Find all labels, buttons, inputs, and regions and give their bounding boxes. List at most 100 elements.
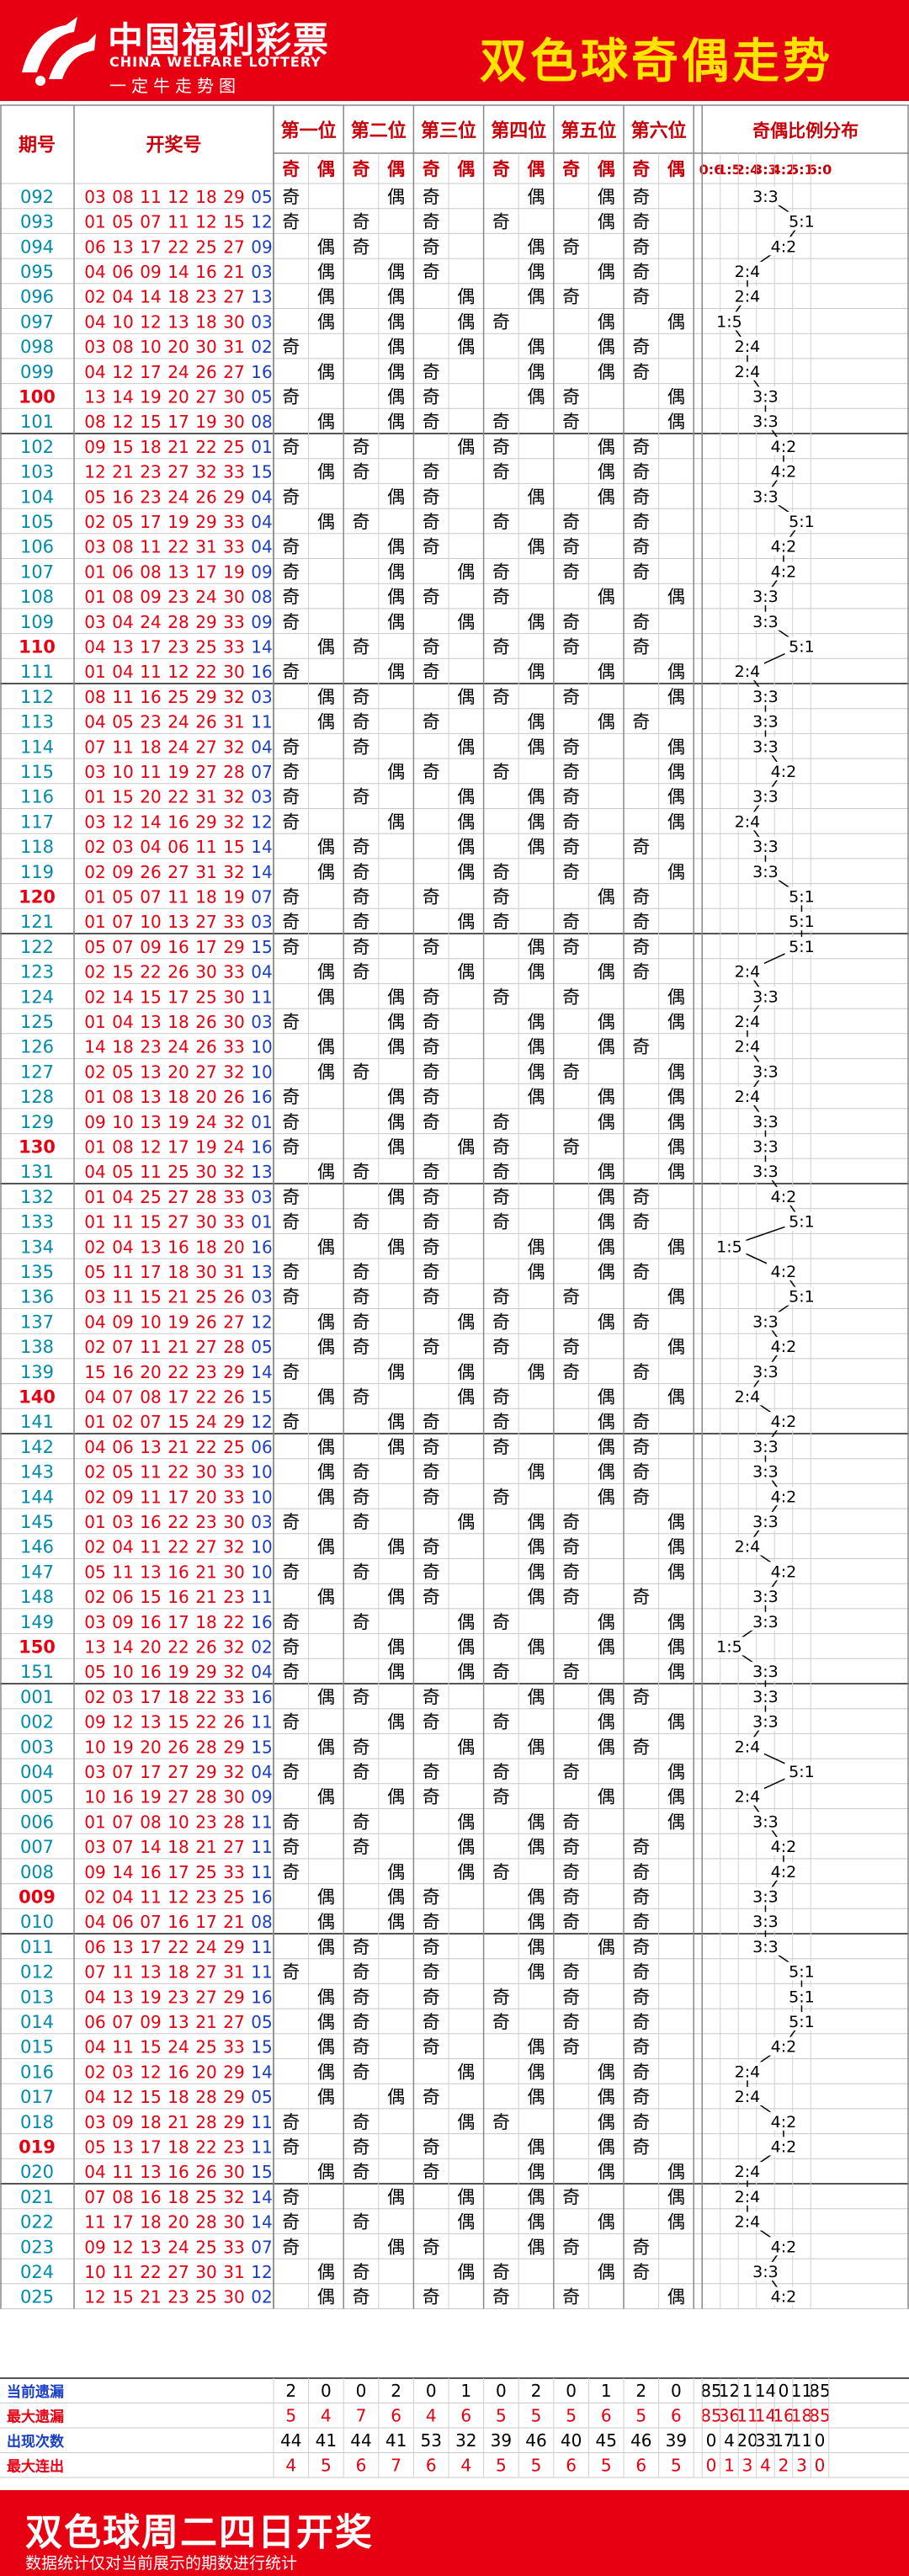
odd-even-mark: 奇 (423, 1037, 440, 1057)
ratio-data-label: 3:3 (752, 1312, 779, 1331)
red-ball-number: 01 (84, 1512, 105, 1532)
blue-ball-number: 09 (251, 562, 272, 582)
ratio-data-label: 4:2 (771, 562, 797, 581)
odd-even-mark: 奇 (562, 1887, 580, 1907)
odd-even-mark: 偶 (387, 187, 405, 207)
odd-subheader: 奇 (632, 159, 650, 179)
odd-even-mark: 奇 (632, 1862, 650, 1882)
red-ball-number: 11 (195, 837, 216, 857)
odd-even-mark: 偶 (667, 2212, 685, 2233)
ratio-label-bg (784, 886, 819, 906)
red-ball-number: 24 (223, 1136, 244, 1157)
stats-value: 0 (706, 2430, 717, 2451)
odd-even-mark: 偶 (528, 1687, 545, 1707)
red-ball-number: 01 (84, 1212, 105, 1232)
red-ball-number: 05 (84, 2137, 105, 2157)
odd-even-mark: 奇 (423, 587, 440, 607)
red-ball-number: 08 (140, 562, 161, 582)
odd-even-mark: 奇 (353, 862, 370, 882)
red-ball-number: 33 (223, 1687, 244, 1707)
stats-value: 41 (385, 2430, 407, 2451)
ratio-data-label: 3:3 (752, 188, 779, 206)
ratio-label-bg (730, 1737, 764, 1756)
blue-ball-number: 13 (251, 1262, 272, 1282)
red-ball-number: 02 (84, 2062, 105, 2082)
odd-even-mark: 偶 (387, 2087, 405, 2107)
blue-ball-number: 03 (251, 912, 272, 932)
odd-even-mark: 偶 (598, 2112, 615, 2132)
odd-even-mark: 偶 (667, 812, 685, 832)
ratio-label-bg (766, 2286, 800, 2306)
red-ball-number: 22 (195, 1712, 216, 1732)
odd-even-mark: 偶 (598, 1037, 615, 1057)
ratio-data-label: 5:1 (789, 213, 815, 232)
red-ball-number: 16 (112, 487, 133, 507)
odd-even-mark: 奇 (632, 962, 650, 982)
red-ball-number: 11 (112, 1562, 133, 1582)
issue-number: 025 (20, 2287, 54, 2307)
red-ball-number: 18 (195, 886, 216, 907)
red-ball-number: 31 (195, 537, 216, 557)
red-ball-number: 20 (167, 386, 189, 407)
red-ball-number: 17 (140, 636, 161, 657)
ratio-subheader: 0:6 (699, 162, 724, 178)
odd-even-mark: 奇 (492, 1112, 510, 1132)
odd-even-mark: 奇 (423, 1462, 440, 1482)
stats-row-label: 出现次数 (7, 2433, 65, 2451)
odd-even-mark: 奇 (492, 1762, 510, 1782)
odd-even-mark: 奇 (353, 1837, 370, 1857)
odd-even-mark: 偶 (387, 1587, 405, 1607)
odd-even-mark: 奇 (492, 912, 510, 932)
red-ball-number: 04 (84, 1437, 105, 1457)
odd-even-mark: 偶 (598, 1437, 615, 1457)
red-ball-number: 05 (84, 1662, 105, 1682)
odd-even-mark: 奇 (282, 812, 300, 832)
ratio-data-label: 2:4 (735, 1738, 761, 1756)
red-ball-number: 05 (112, 712, 133, 732)
footer-banner: 双色球周二四日开奖 数据统计仅对当前展示的期数进行统计 (0, 2490, 909, 2576)
blue-ball-number: 10 (251, 1062, 272, 1082)
red-ball-number: 28 (195, 2212, 216, 2233)
odd-even-mark: 奇 (632, 212, 650, 232)
red-ball-number: 20 (167, 337, 189, 357)
red-ball-number: 04 (84, 712, 105, 732)
red-ball-number: 26 (195, 1012, 216, 1032)
odd-even-mark: 奇 (353, 1386, 370, 1407)
odd-even-mark: 偶 (598, 1386, 615, 1407)
issue-number: 019 (19, 2137, 56, 2157)
odd-even-mark: 奇 (492, 1862, 510, 1882)
issue-number: 144 (20, 1487, 54, 1507)
red-ball-number: 15 (167, 1412, 189, 1432)
red-ball-number: 02 (84, 287, 105, 307)
red-ball-number: 29 (195, 1762, 216, 1782)
odd-even-mark: 奇 (562, 987, 580, 1007)
odd-even-mark: 奇 (423, 1437, 440, 1457)
odd-even-mark: 偶 (598, 262, 615, 282)
stats-value: 44 (280, 2430, 301, 2451)
ratio-data-label: 4:2 (771, 2288, 797, 2307)
red-ball-number: 10 (112, 1112, 133, 1132)
ratio-data-label: 3:3 (752, 588, 779, 606)
odd-even-mark: 奇 (632, 487, 650, 507)
odd-even-mark: 奇 (423, 1287, 440, 1307)
red-ball-number: 27 (223, 2012, 244, 2032)
odd-even-mark: 奇 (632, 512, 650, 532)
odd-even-mark: 奇 (492, 1662, 510, 1682)
red-ball-number: 15 (223, 837, 244, 857)
odd-even-mark: 奇 (423, 1337, 440, 1357)
blue-ball-number: 11 (251, 987, 272, 1007)
blue-ball-number: 08 (251, 587, 272, 607)
logo-english-text: CHINA WELFARE LOTTERY (109, 54, 322, 70)
red-ball-number: 17 (140, 1262, 161, 1282)
odd-even-mark: 偶 (317, 962, 335, 982)
odd-even-mark: 奇 (282, 1862, 300, 1882)
red-ball-number: 24 (140, 612, 161, 632)
red-ball-number: 08 (140, 1386, 161, 1407)
red-ball-number: 22 (167, 1537, 189, 1557)
red-ball-number: 02 (84, 1237, 105, 1257)
odd-even-mark: 奇 (282, 737, 300, 757)
blue-ball-number: 11 (251, 1812, 272, 1832)
odd-even-mark: 偶 (317, 1537, 335, 1557)
odd-even-mark: 奇 (423, 2087, 440, 2107)
odd-even-mark: 奇 (562, 1962, 580, 1983)
